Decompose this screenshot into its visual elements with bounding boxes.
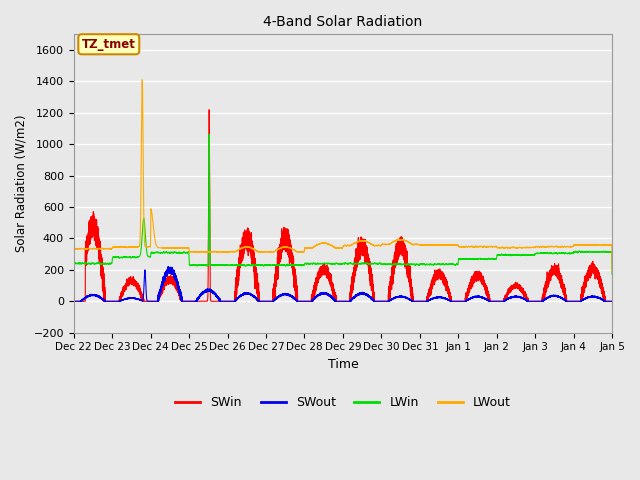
Line: SWout: SWout [74,266,612,301]
SWout [164,264,172,269]
SWin [70,299,77,304]
Text: TZ_tmet: TZ_tmet [82,38,136,51]
LWin [608,271,616,277]
Line: SWin: SWin [74,110,612,301]
LWout [70,270,77,276]
SWout [531,299,539,304]
SWout [153,299,161,304]
LWout [97,246,105,252]
Y-axis label: Solar Radiation (W/m2): Solar Radiation (W/m2) [15,115,28,252]
LWout [324,241,332,247]
Legend: SWin, SWout, LWin, LWout: SWin, SWout, LWin, LWout [170,391,515,414]
LWout [153,243,161,249]
Title: 4-Band Solar Radiation: 4-Band Solar Radiation [263,15,422,29]
Line: LWin: LWin [74,134,612,283]
SWin [97,264,105,270]
LWout [502,245,509,251]
LWin [205,132,213,137]
SWout [324,292,332,298]
LWin [531,251,539,257]
LWin [97,262,105,267]
SWin [608,299,616,304]
SWin [324,269,332,275]
Line: LWout: LWout [74,80,612,273]
SWin [199,299,207,304]
SWin [531,299,539,304]
SWout [97,295,105,301]
SWin [205,107,213,113]
LWin [324,261,332,266]
LWout [531,244,539,250]
SWout [502,297,509,303]
LWin [70,280,77,286]
X-axis label: Time: Time [328,358,358,371]
SWin [153,299,161,304]
LWout [138,77,146,83]
LWout [608,268,616,274]
SWin [502,296,509,301]
LWout [199,249,207,255]
SWout [199,290,207,296]
LWin [199,263,207,268]
SWout [70,299,77,304]
LWin [502,252,509,258]
SWout [608,299,616,304]
LWin [153,250,161,255]
